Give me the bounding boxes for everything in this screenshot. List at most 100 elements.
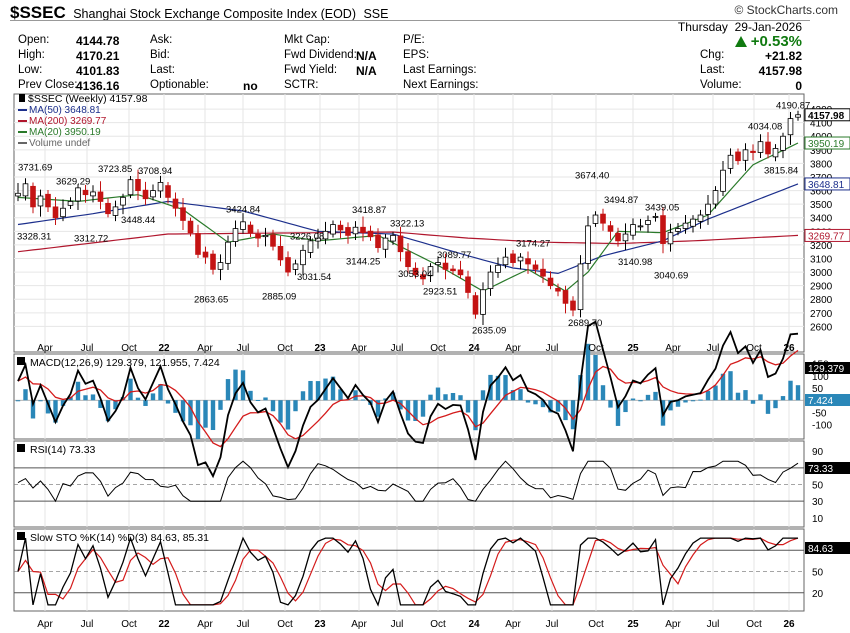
date-label: 29-Jan-2026 bbox=[734, 20, 802, 34]
price-y-tick: 2700 bbox=[810, 309, 833, 320]
macd-histogram-bar bbox=[773, 400, 778, 409]
price-y-tick: 2900 bbox=[810, 282, 833, 293]
macd-panel-frame bbox=[13, 353, 805, 440]
price-annotation: 3089.77 bbox=[437, 250, 471, 261]
macd-histogram-bar bbox=[608, 400, 613, 408]
pct-change-value: +0.53% bbox=[750, 33, 802, 50]
candle-body bbox=[795, 114, 801, 118]
macd-histogram-bar bbox=[353, 390, 358, 401]
price-y-tick: 3400 bbox=[810, 214, 833, 225]
quote-header: $SSEC Shanghai Stock Exchange Composite … bbox=[0, 0, 850, 93]
macd-histogram-bar bbox=[413, 400, 418, 422]
sto-y-tick: 50 bbox=[812, 568, 824, 579]
candle-body bbox=[165, 185, 171, 198]
x-tick-label: Jul bbox=[81, 343, 94, 354]
candle-body bbox=[720, 169, 726, 192]
candle-body bbox=[315, 237, 321, 242]
macd-histogram-bar bbox=[690, 400, 696, 402]
candle-body bbox=[487, 271, 494, 290]
pct-change: +0.53% bbox=[734, 33, 802, 50]
macd-histogram-bar bbox=[758, 394, 763, 401]
x-tick-label: Oct bbox=[277, 343, 293, 354]
macd-histogram-bar bbox=[728, 371, 733, 401]
macd-histogram-bar bbox=[593, 354, 598, 401]
x-tick-label-bottom: Jul bbox=[707, 619, 720, 630]
x-tick-label: Apr bbox=[37, 343, 53, 354]
candle-body bbox=[307, 240, 314, 253]
candle-body bbox=[195, 233, 201, 255]
candle-body bbox=[112, 206, 119, 216]
price-annotation: 4034.08 bbox=[748, 122, 782, 133]
stockcharts-logo[interactable]: © StockCharts.com bbox=[734, 3, 838, 17]
candle-body bbox=[712, 190, 719, 205]
open-value: 4144.78 bbox=[76, 34, 120, 48]
rsi-panel-title: RSI(14) 73.33 bbox=[30, 444, 96, 456]
macd-histogram-bar bbox=[315, 381, 321, 401]
candle-body bbox=[532, 264, 539, 270]
candle-body bbox=[472, 295, 479, 315]
price-annotation: 3674.40 bbox=[575, 170, 609, 181]
candle-body bbox=[352, 226, 359, 235]
macd-histogram-bar bbox=[533, 400, 538, 405]
candle-body bbox=[75, 187, 81, 202]
legend-candle-swatch bbox=[19, 94, 25, 102]
macd-histogram-bar bbox=[683, 400, 688, 403]
candle-body bbox=[502, 256, 509, 266]
macd-histogram-bar bbox=[428, 394, 433, 401]
macd-histogram-bar bbox=[615, 400, 621, 426]
candle-body bbox=[465, 276, 471, 293]
price-y-tick: 3600 bbox=[810, 187, 833, 198]
macd-y-tick: 50 bbox=[812, 384, 824, 395]
macd-histogram-bar bbox=[233, 369, 238, 401]
macd-histogram-bar bbox=[780, 396, 786, 401]
macd-histogram-bar bbox=[150, 393, 156, 401]
candle-body bbox=[772, 148, 779, 158]
x-tick-label-bottom: Apr bbox=[197, 619, 213, 630]
candle-body bbox=[412, 267, 419, 276]
candle-body bbox=[705, 203, 711, 215]
candle-body bbox=[105, 202, 111, 215]
candle-body bbox=[750, 150, 756, 153]
candle-body bbox=[652, 215, 659, 218]
price-annotation: 3144.25 bbox=[346, 256, 380, 267]
candle-body bbox=[562, 290, 569, 304]
candle-body bbox=[592, 214, 599, 224]
price-y-tick: 3200 bbox=[810, 241, 833, 252]
candle-body bbox=[172, 198, 179, 209]
macd-histogram-bar bbox=[30, 400, 36, 419]
candle-body bbox=[555, 287, 561, 292]
price-panel-title: $SSEC (Weekly) 4157.98 bbox=[28, 93, 148, 105]
volume-label: Volume: bbox=[700, 79, 742, 91]
x-tick-label-bottom: Apr bbox=[37, 619, 53, 630]
macd-histogram-bar bbox=[668, 400, 673, 411]
candle-body bbox=[210, 253, 216, 270]
macd-histogram-bar bbox=[90, 394, 96, 401]
macd-y-tick: -100 bbox=[812, 421, 832, 432]
candle-body bbox=[30, 185, 36, 208]
candle-body bbox=[667, 232, 674, 245]
macd-histogram-bar bbox=[113, 400, 118, 410]
candle-body bbox=[690, 218, 696, 227]
price-annotation: 3418.87 bbox=[352, 205, 386, 216]
fwd-dividend-label: Fwd Dividend: bbox=[284, 49, 357, 61]
macd-histogram-bar bbox=[383, 398, 388, 401]
candle-body bbox=[682, 222, 689, 229]
x-tick-label: Apr bbox=[197, 343, 213, 354]
rsi-tag-label: 73.33 bbox=[808, 464, 833, 475]
x-tick-label-bottom: Jul bbox=[81, 619, 94, 630]
macd-histogram-bar bbox=[435, 387, 441, 401]
candle-body bbox=[285, 257, 291, 273]
macd-histogram-bar bbox=[120, 397, 126, 401]
price-annotation: 3731.69 bbox=[18, 163, 52, 174]
candle-body bbox=[120, 196, 126, 206]
optionable-value: no bbox=[243, 79, 258, 93]
weekday-label: Thursday bbox=[677, 20, 728, 34]
x-tick-label-bottom: Oct bbox=[746, 619, 762, 630]
macd-histogram-bar bbox=[278, 400, 283, 423]
candle-body bbox=[697, 214, 704, 222]
candle-body bbox=[180, 207, 186, 221]
macd-histogram-bar bbox=[675, 400, 681, 407]
candle-body bbox=[255, 233, 261, 239]
price-annotation: 3815.84 bbox=[764, 165, 798, 176]
